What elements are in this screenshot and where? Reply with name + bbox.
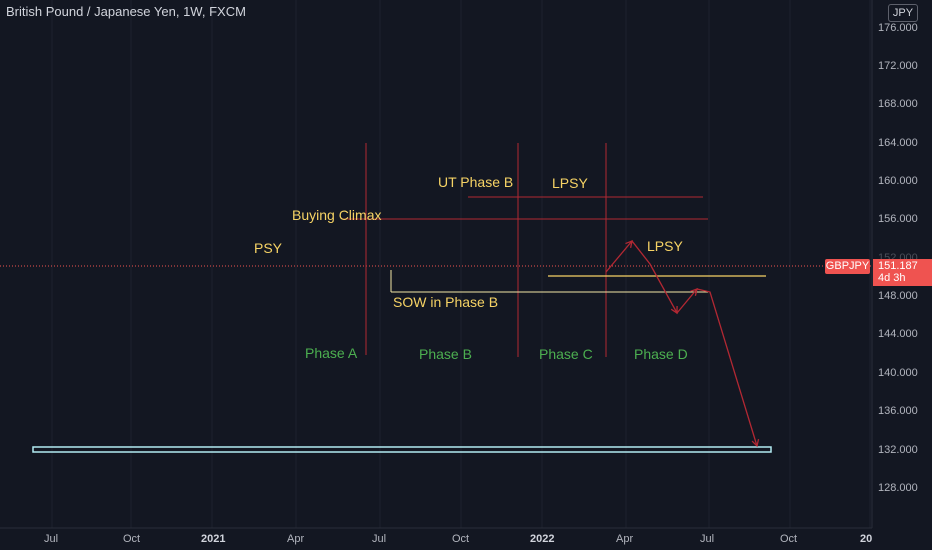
phase-b-label[interactable]: Phase B	[419, 346, 472, 362]
grid-lines	[0, 0, 873, 529]
bar-countdown: 4d 3h	[878, 272, 906, 284]
time-label: Apr	[287, 533, 305, 545]
annotation-lpsy-top[interactable]: LPSY	[552, 175, 588, 191]
price-label: 144.000	[878, 328, 918, 340]
price-label: 148.000	[878, 290, 918, 302]
price-label: 156.000	[878, 213, 918, 225]
price-label: 160.000	[878, 175, 918, 187]
phase-d-label[interactable]: Phase D	[634, 346, 688, 362]
annotation-ut-phase-b[interactable]: UT Phase B	[438, 174, 514, 190]
support-zone	[32, 446, 772, 453]
time-label: 20	[860, 533, 873, 545]
time-label: Oct	[780, 533, 798, 545]
arrowhead-down-2	[751, 439, 760, 448]
price-label: 164.000	[878, 137, 918, 149]
price-label: 168.000	[878, 98, 918, 110]
arrowhead-down-1	[670, 305, 678, 315]
arrowhead-up-1	[625, 239, 633, 248]
annotation-sow-phase-b[interactable]: SOW in Phase B	[393, 294, 499, 310]
drawing-layer	[0, 143, 872, 453]
projected-path	[605, 239, 758, 447]
annotation-buying-climax[interactable]: Buying Climax	[292, 207, 382, 223]
price-label: 128.000	[878, 482, 918, 494]
currency-button[interactable]: JPY	[888, 4, 918, 22]
annotation-psy[interactable]: PSY	[254, 240, 283, 256]
time-label: Oct	[452, 533, 470, 545]
price-label: 136.000	[878, 405, 918, 417]
last-price-tag: 151.187 4d 3h	[873, 259, 932, 286]
price-label: 140.000	[878, 367, 918, 379]
phase-a-label[interactable]: Phase A	[305, 345, 358, 361]
time-label: Oct	[123, 533, 141, 545]
price-label: 172.000	[878, 60, 918, 72]
time-label: Apr	[616, 533, 634, 545]
symbol-tag: GBPJPY	[825, 259, 870, 274]
price-label: 132.000	[878, 444, 918, 456]
time-label: 2022	[530, 533, 555, 545]
last-price-value: 151.187	[878, 260, 918, 272]
time-label: 2021	[201, 533, 226, 545]
time-label: Jul	[372, 533, 387, 545]
phase-c-label[interactable]: Phase C	[539, 346, 593, 362]
arrowhead-up-2	[690, 287, 698, 296]
price-label: 176.000	[878, 22, 918, 34]
chart-title: British Pound / Japanese Yen, 1W, FXCM	[6, 4, 246, 19]
annotation-lpsy-right[interactable]: LPSY	[647, 238, 683, 254]
time-label: Jul	[44, 533, 59, 545]
time-label: Jul	[700, 533, 715, 545]
